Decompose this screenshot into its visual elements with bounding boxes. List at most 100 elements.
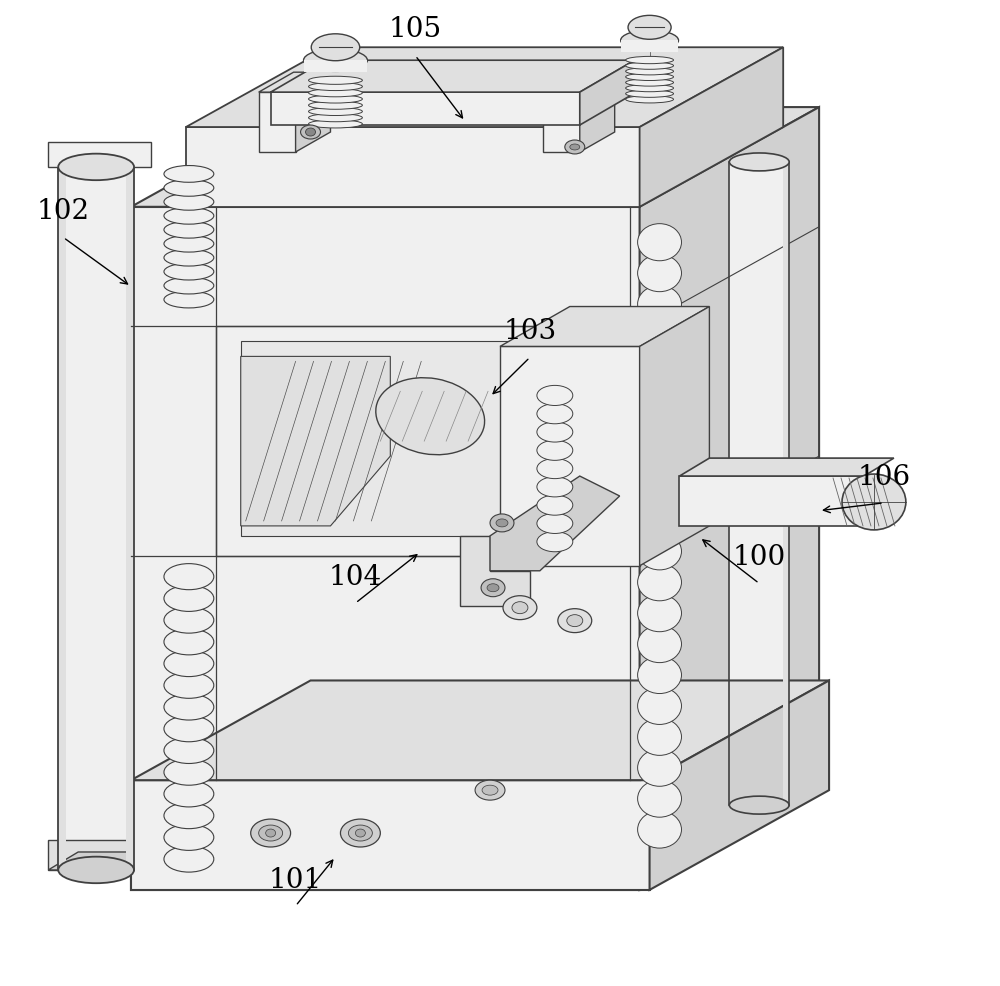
Ellipse shape xyxy=(638,409,681,447)
Text: 105: 105 xyxy=(389,17,442,43)
Ellipse shape xyxy=(164,277,214,294)
Ellipse shape xyxy=(638,502,681,539)
Ellipse shape xyxy=(638,379,681,415)
Ellipse shape xyxy=(164,629,214,655)
Ellipse shape xyxy=(537,422,573,442)
Polygon shape xyxy=(679,476,864,526)
Polygon shape xyxy=(259,72,330,92)
Ellipse shape xyxy=(475,780,505,800)
Ellipse shape xyxy=(164,716,214,741)
Ellipse shape xyxy=(496,519,508,527)
Ellipse shape xyxy=(638,749,681,786)
Polygon shape xyxy=(48,142,151,167)
Text: 100: 100 xyxy=(733,544,786,572)
Ellipse shape xyxy=(164,207,214,224)
Polygon shape xyxy=(304,60,367,72)
Polygon shape xyxy=(640,107,819,890)
Ellipse shape xyxy=(638,595,681,632)
Ellipse shape xyxy=(58,857,134,883)
Ellipse shape xyxy=(311,34,360,61)
Ellipse shape xyxy=(58,154,134,180)
Ellipse shape xyxy=(638,657,681,693)
Ellipse shape xyxy=(251,819,291,847)
Ellipse shape xyxy=(638,532,681,570)
Ellipse shape xyxy=(481,579,505,597)
Ellipse shape xyxy=(309,120,362,128)
Ellipse shape xyxy=(537,403,573,424)
Polygon shape xyxy=(186,47,783,127)
Polygon shape xyxy=(271,60,635,92)
Ellipse shape xyxy=(309,102,362,109)
Polygon shape xyxy=(640,47,783,207)
Ellipse shape xyxy=(638,224,681,260)
Ellipse shape xyxy=(638,811,681,848)
Ellipse shape xyxy=(626,56,674,64)
Text: 106: 106 xyxy=(857,463,910,491)
Ellipse shape xyxy=(638,718,681,755)
Polygon shape xyxy=(126,167,134,870)
Ellipse shape xyxy=(164,803,214,828)
Ellipse shape xyxy=(638,254,681,292)
Ellipse shape xyxy=(164,291,214,308)
Ellipse shape xyxy=(487,584,499,592)
Ellipse shape xyxy=(567,614,583,627)
Ellipse shape xyxy=(309,107,362,115)
Polygon shape xyxy=(490,476,620,571)
Polygon shape xyxy=(783,162,789,806)
Polygon shape xyxy=(131,107,819,207)
Ellipse shape xyxy=(626,79,674,86)
Ellipse shape xyxy=(164,179,214,196)
Text: 102: 102 xyxy=(37,198,90,226)
Ellipse shape xyxy=(842,474,906,529)
Ellipse shape xyxy=(638,780,681,817)
Ellipse shape xyxy=(638,286,681,322)
Ellipse shape xyxy=(565,140,585,154)
Ellipse shape xyxy=(537,458,573,478)
Ellipse shape xyxy=(503,596,537,619)
Ellipse shape xyxy=(490,514,514,531)
Ellipse shape xyxy=(309,95,362,104)
Ellipse shape xyxy=(164,651,214,676)
Ellipse shape xyxy=(537,514,573,533)
Polygon shape xyxy=(186,127,640,207)
Ellipse shape xyxy=(570,144,580,150)
Ellipse shape xyxy=(376,378,485,455)
Polygon shape xyxy=(580,60,635,125)
Ellipse shape xyxy=(638,317,681,354)
Ellipse shape xyxy=(626,96,674,103)
Ellipse shape xyxy=(638,625,681,663)
Ellipse shape xyxy=(512,601,528,613)
Ellipse shape xyxy=(309,76,362,85)
Ellipse shape xyxy=(164,607,214,633)
Ellipse shape xyxy=(626,90,674,98)
Ellipse shape xyxy=(621,31,678,50)
Polygon shape xyxy=(500,346,640,566)
Ellipse shape xyxy=(628,16,671,39)
Polygon shape xyxy=(580,72,615,152)
Ellipse shape xyxy=(164,193,214,210)
Ellipse shape xyxy=(626,85,674,92)
Polygon shape xyxy=(296,72,330,152)
Ellipse shape xyxy=(164,564,214,590)
Polygon shape xyxy=(241,341,540,535)
Ellipse shape xyxy=(537,495,573,516)
Polygon shape xyxy=(679,458,894,476)
Ellipse shape xyxy=(558,608,592,633)
Ellipse shape xyxy=(164,738,214,763)
Ellipse shape xyxy=(626,62,674,69)
Ellipse shape xyxy=(638,471,681,508)
Polygon shape xyxy=(241,356,390,526)
Ellipse shape xyxy=(537,531,573,552)
Polygon shape xyxy=(259,92,296,152)
Polygon shape xyxy=(58,167,66,870)
Text: 104: 104 xyxy=(329,564,382,592)
Polygon shape xyxy=(58,167,134,870)
Polygon shape xyxy=(640,307,709,566)
Ellipse shape xyxy=(626,68,674,75)
Ellipse shape xyxy=(164,166,214,182)
Ellipse shape xyxy=(164,846,214,872)
Ellipse shape xyxy=(638,564,681,600)
Ellipse shape xyxy=(164,263,214,280)
Polygon shape xyxy=(460,535,530,605)
Polygon shape xyxy=(729,162,789,806)
